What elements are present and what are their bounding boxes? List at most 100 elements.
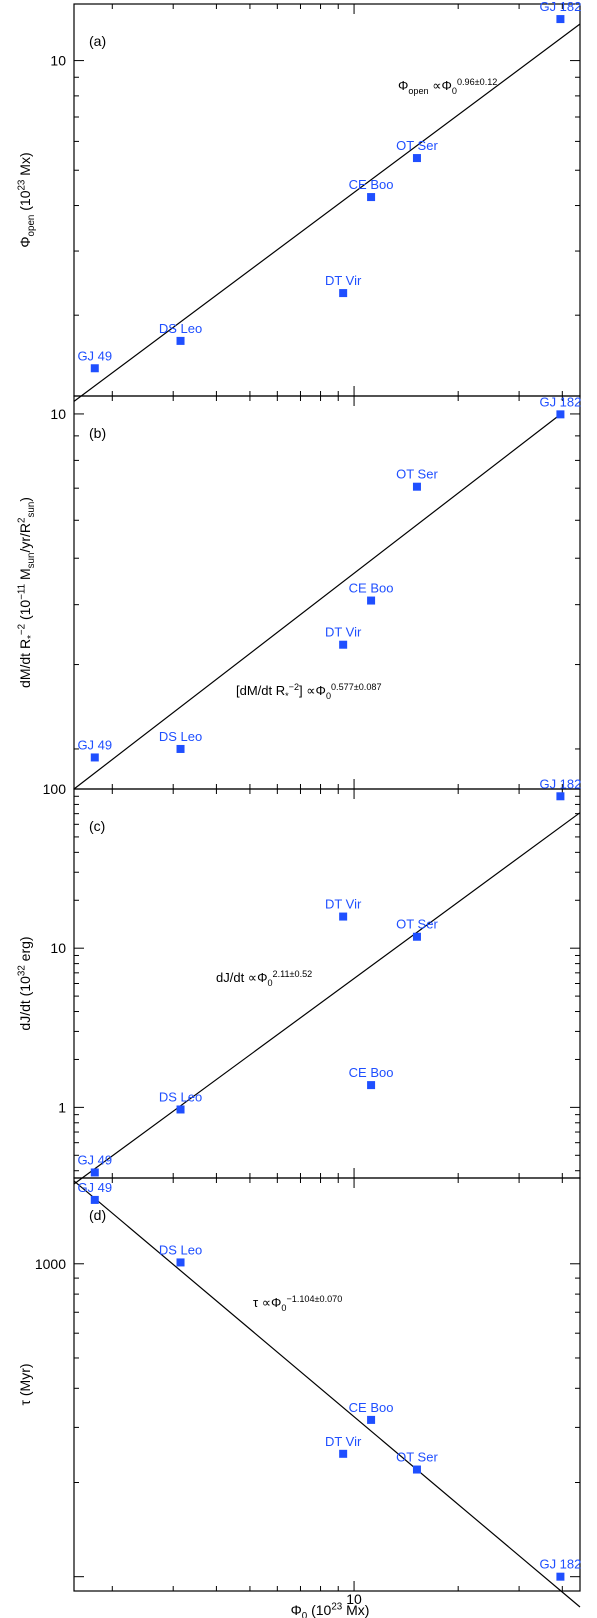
data-point: [339, 640, 348, 649]
text-part: 0.577±0.087: [331, 682, 382, 692]
text-part: 23: [331, 1601, 342, 1612]
text-part: ∝Φ: [429, 78, 452, 93]
text-part: 0: [281, 1303, 286, 1313]
data-point: [176, 336, 185, 345]
panel-a: 10 GJ 49 DS Leo DT Vir CE Boo OT Ser GJ 182 (a)…: [16, 0, 581, 402]
data-point: [556, 792, 565, 801]
fit-line: [73, 23, 581, 402]
text-part: Mx): [342, 1602, 369, 1618]
text-part: open: [26, 215, 37, 237]
point-label: DT Vir: [325, 625, 362, 640]
data-point: [176, 1105, 185, 1114]
fit-annotation: Φopen ∝Φ00.96±0.12: [398, 77, 497, 96]
text-part: −1.104±0.070: [286, 1294, 342, 1304]
data-point: [90, 1195, 99, 1204]
data-point: [412, 932, 421, 941]
y-tick-label: 10: [50, 406, 66, 422]
text-part: 0: [452, 86, 457, 96]
data-point: [367, 596, 376, 605]
text-part: sun: [26, 502, 37, 518]
y-axis-label: τ (Myr): [17, 1363, 33, 1405]
panel-label: (d): [89, 1207, 106, 1223]
text-part: (10: [17, 600, 33, 624]
data-point: [176, 1258, 185, 1267]
y-axis-label: dJ/dt (1032 erg): [16, 936, 33, 1030]
point-label: GJ 182: [539, 1557, 581, 1572]
point-label: OT Ser: [396, 138, 438, 153]
data-point: [176, 744, 185, 753]
text-part: 32: [16, 965, 27, 976]
x-tick-label: 10: [346, 1591, 362, 1607]
point-label: OT Ser: [396, 1450, 438, 1465]
text-part: −11: [16, 584, 27, 600]
text-part: /yr/R: [17, 523, 33, 553]
text-part: dM/dt R: [17, 639, 33, 688]
point-label: CE Boo: [349, 1065, 394, 1080]
text-part: [dM/dt R: [236, 683, 285, 698]
panel-label: (b): [89, 425, 106, 441]
point-label: CE Boo: [349, 581, 394, 596]
text-part: open: [408, 86, 428, 96]
text-part: M: [17, 568, 33, 584]
panel-label: (c): [89, 818, 105, 834]
point-label: DT Vir: [325, 1434, 362, 1449]
point-label: GJ 182: [539, 776, 581, 791]
text-part: dJ/dt (10: [17, 976, 33, 1031]
data-point: [412, 1465, 421, 1474]
point-label: GJ 49: [77, 737, 112, 752]
data-point: [90, 364, 99, 373]
point-label: DS Leo: [159, 1089, 202, 1104]
panel-label: (a): [89, 33, 106, 49]
data-point: [412, 154, 421, 163]
data-point: [556, 1572, 565, 1581]
text-part: sun: [26, 553, 37, 569]
point-label: OT Ser: [396, 917, 438, 932]
y-tick-label: 10: [50, 940, 66, 956]
point-label: DS Leo: [159, 321, 202, 336]
y-tick-label: 1000: [35, 1256, 66, 1272]
y-tick-label: 100: [43, 781, 67, 797]
point-label: GJ 182: [539, 394, 581, 409]
text-part: 0: [302, 1611, 308, 1618]
text-part: τ: [17, 1400, 33, 1406]
plot-frame: [73, 788, 581, 1179]
text-part: 0: [326, 691, 331, 701]
text-part: 23: [16, 179, 27, 190]
data-point: [412, 482, 421, 491]
text-part: erg): [17, 936, 33, 965]
fit-line: [73, 1180, 581, 1608]
y-axis-label: Φopen (1023 Mx): [16, 152, 37, 247]
text-part: 0: [267, 978, 272, 988]
point-label: GJ 182: [539, 0, 581, 14]
point-label: GJ 49: [77, 1180, 112, 1195]
data-point: [367, 193, 376, 202]
data-point: [367, 1081, 376, 1090]
fit-annotation: [dM/dt R*−2] ∝Φ00.577±0.087: [236, 682, 382, 701]
y-axis-label: dM/dt R*−2 (10−11 Msun/yr/R2sun): [16, 497, 37, 688]
data-point: [556, 15, 565, 24]
fit-annotation: dJ/dt ∝Φ02.11±0.52: [216, 969, 312, 988]
point-label: GJ 49: [77, 348, 112, 363]
text-part: Φ: [291, 1602, 302, 1618]
text-part: *: [285, 691, 289, 701]
data-point: [339, 912, 348, 921]
text-part: τ ∝Φ: [253, 1295, 281, 1310]
text-part: *: [26, 635, 37, 639]
point-label: CE Boo: [349, 1400, 394, 1415]
plot-frame: [73, 3, 581, 397]
text-part: 2.11±0.52: [273, 969, 313, 979]
text-part: (10: [17, 190, 33, 214]
y-tick-label: 10: [50, 53, 66, 69]
data-point: [339, 289, 348, 298]
text-part: (Myr): [17, 1363, 33, 1400]
panel-b: 10 GJ 49 DS Leo DT Vir CE Boo OT Ser GJ 182 (b)…: [16, 394, 581, 790]
text-part: ] ∝Φ: [299, 683, 326, 698]
data-point: [90, 1168, 99, 1177]
point-label: DS Leo: [159, 1242, 202, 1257]
point-label: DT Vir: [325, 273, 362, 288]
point-label: DT Vir: [325, 897, 362, 912]
point-label: CE Boo: [349, 177, 394, 192]
fit-line: [73, 812, 581, 1185]
x-axis-label: Φ0 (1023 Mx): [291, 1601, 370, 1618]
